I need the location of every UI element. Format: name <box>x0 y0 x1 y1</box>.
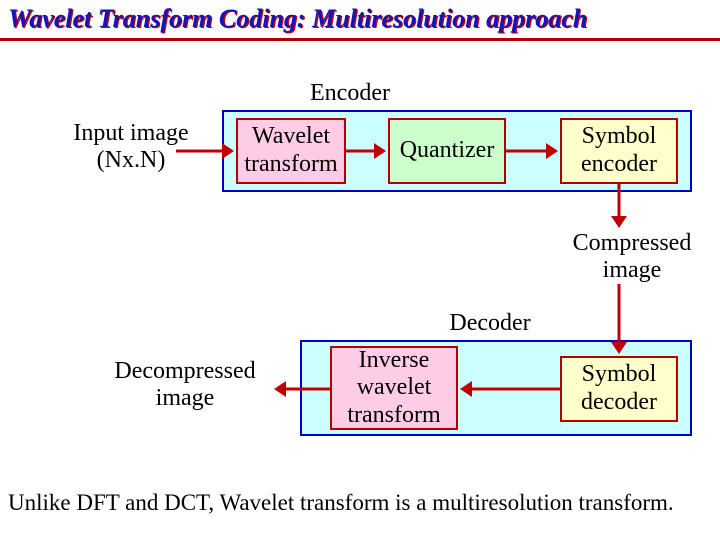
footer-text: Unlike DFT and DCT, Wavelet transform is… <box>0 490 720 516</box>
arrow-layer <box>0 0 720 540</box>
footer-text-span: Unlike DFT and DCT, Wavelet transform is… <box>8 490 674 515</box>
